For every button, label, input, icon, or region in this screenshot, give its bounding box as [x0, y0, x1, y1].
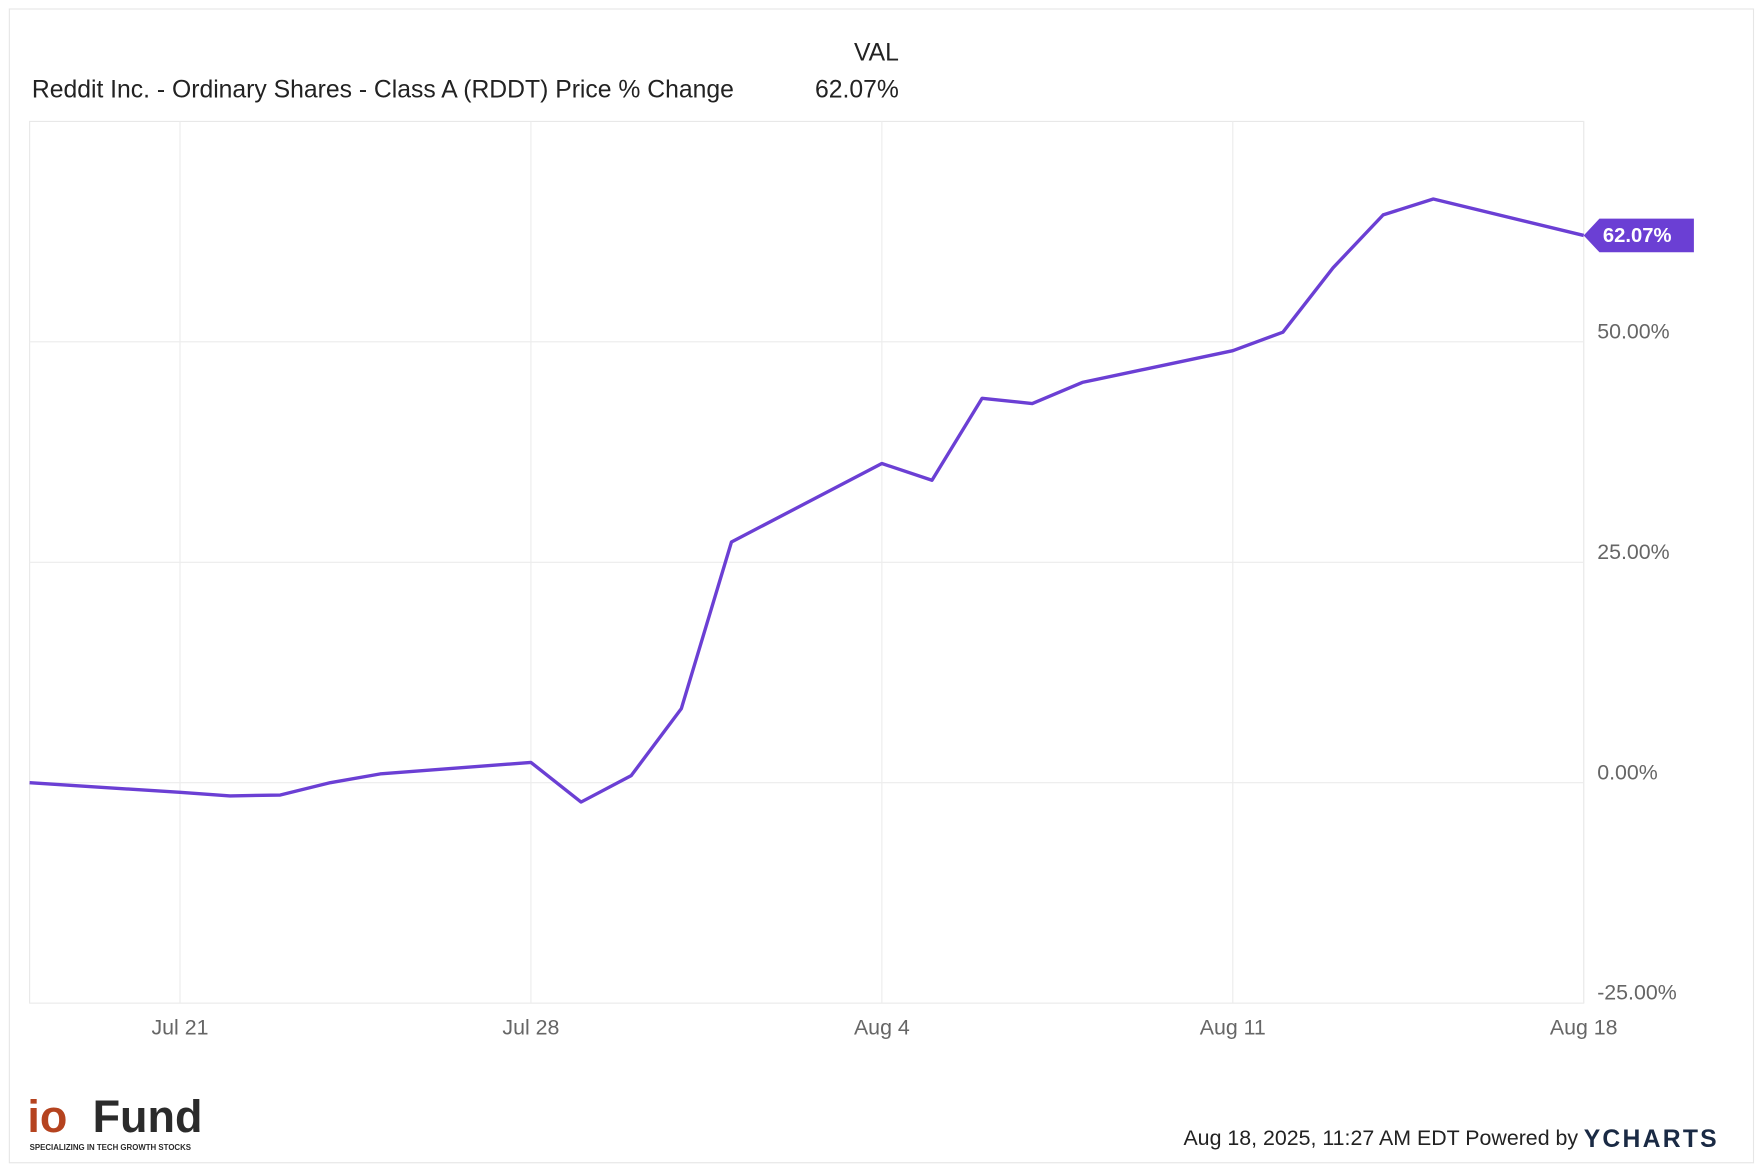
x-tick-label: Aug 18: [1550, 1016, 1618, 1040]
x-tick-label: Jul 21: [152, 1016, 209, 1040]
series-name: Reddit Inc. - Ordinary Shares - Class A …: [32, 77, 734, 104]
y-tick-label: 25.00%: [1597, 540, 1669, 564]
line: [29, 197, 1585, 804]
y-tick-label: 0.00%: [1597, 760, 1658, 784]
footer-brand: YCHARTS: [1584, 1126, 1719, 1153]
logo-tagline: SPECIALIZING IN TECH GROWTH STOCKS: [30, 1143, 191, 1152]
powered-by: Powered by: [1465, 1126, 1578, 1150]
y-tick-label: 50.00%: [1597, 319, 1669, 343]
end-label-badge: [1583, 218, 1694, 253]
x-tick-label: Aug 11: [1200, 1016, 1266, 1040]
footer-timestamp: Aug 18, 2025, 11:27 AM EDT Powered by: [1183, 1126, 1578, 1150]
logo: io Fund SPECIALIZING IN TECH GROWTH STOC…: [27, 1091, 202, 1152]
logo-name: Fund: [93, 1091, 203, 1142]
x-tick-label: Aug 4: [854, 1016, 910, 1040]
logo-mark: io: [27, 1091, 67, 1142]
end-label: 62.07%: [1603, 225, 1672, 247]
y-tick-label: -25.00%: [1597, 981, 1677, 1005]
series-last-value: 62.07%: [815, 77, 899, 104]
column-header: VAL: [854, 40, 899, 67]
x-tick-label: Jul 28: [502, 1016, 559, 1040]
